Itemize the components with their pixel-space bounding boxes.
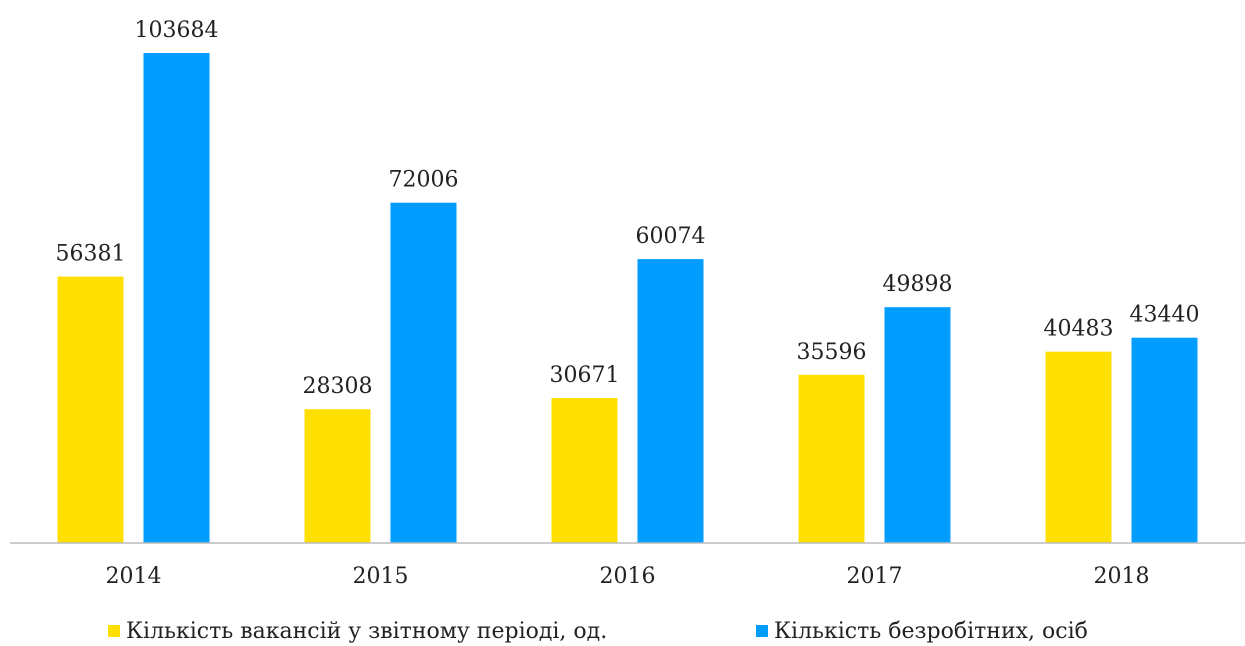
bar [390,202,457,543]
data-label: 35596 [797,340,867,365]
x-tick-label: 2017 [847,564,903,589]
bar [884,307,951,543]
bar [798,374,865,543]
legend-swatch [756,625,768,637]
bar [143,53,210,543]
x-tick-label: 2014 [106,564,162,589]
x-tick-label: 2018 [1094,564,1150,589]
legend-swatch [108,625,120,637]
data-label: 30671 [550,363,620,388]
bar [304,409,371,543]
x-tick-label: 2015 [353,564,409,589]
data-label: 60074 [636,224,706,249]
data-label: 28308 [303,374,373,399]
legend-label: Кількість безробітних, осіб [774,619,1088,644]
legend-label: Кількість вакансій у звітному періоді, о… [126,619,607,644]
bar [551,398,618,543]
data-label: 40483 [1044,317,1114,342]
bar [1045,351,1112,543]
data-label: 72006 [389,168,459,193]
bar [57,276,124,543]
data-label: 43440 [1130,303,1200,328]
bar [637,259,704,543]
x-tick-label: 2016 [600,564,656,589]
data-label: 103684 [135,18,219,43]
bar [1131,337,1198,543]
data-label: 56381 [56,242,126,267]
data-label: 49898 [883,272,953,297]
